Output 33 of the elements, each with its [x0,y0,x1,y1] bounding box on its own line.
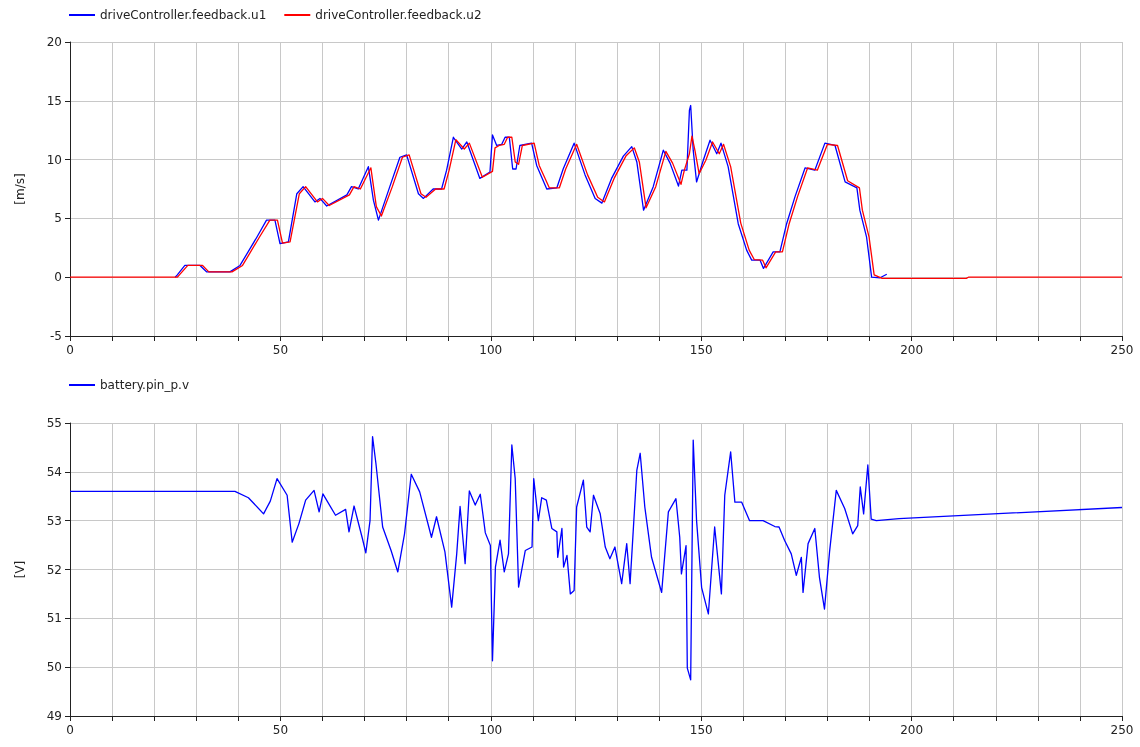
x-tick-label: 250 [1110,723,1134,737]
y-tick-label: 51 [46,611,62,626]
y-tick-label: 52 [46,562,62,577]
y-axis-title: [V] [13,560,27,579]
x-tick-label: 50 [272,343,289,357]
y-tick-label: 49 [46,709,62,723]
x-tick-label: 0 [66,723,74,737]
x-tick-label: 100 [479,343,503,357]
x-tick-label: 200 [900,343,924,357]
y-tick-label: 55 [46,416,62,430]
x-tick-label: 150 [689,723,713,737]
y-tick-label: 20 [46,35,62,49]
x-tick-label: 200 [900,723,924,737]
y-tick-label: 54 [46,464,62,479]
line-series [69,436,1123,681]
y-tick-label: 53 [46,513,62,528]
x-tick-label: 250 [1110,343,1134,357]
y-tick-label: 0 [54,270,62,285]
x-tick-label: 0 [66,343,74,357]
y-tick-label: 5 [54,211,62,226]
line-series [69,135,1123,280]
x-tick-label: 50 [272,723,289,737]
y-axis-title: [m/s] [13,173,27,205]
y-tick-label: 15 [46,93,62,108]
y-tick-label: 10 [46,152,62,167]
legend-label: driveController.feedback.u2 [315,8,482,22]
y-tick-label: 50 [46,660,62,675]
x-tick-label: 150 [689,343,713,357]
legend-label: battery.pin_p.v [100,378,189,392]
y-tick-label: -5 [50,329,62,343]
x-tick-label: 100 [479,723,503,737]
line-series [174,104,888,279]
legend-label: driveController.feedback.u1 [100,8,267,22]
